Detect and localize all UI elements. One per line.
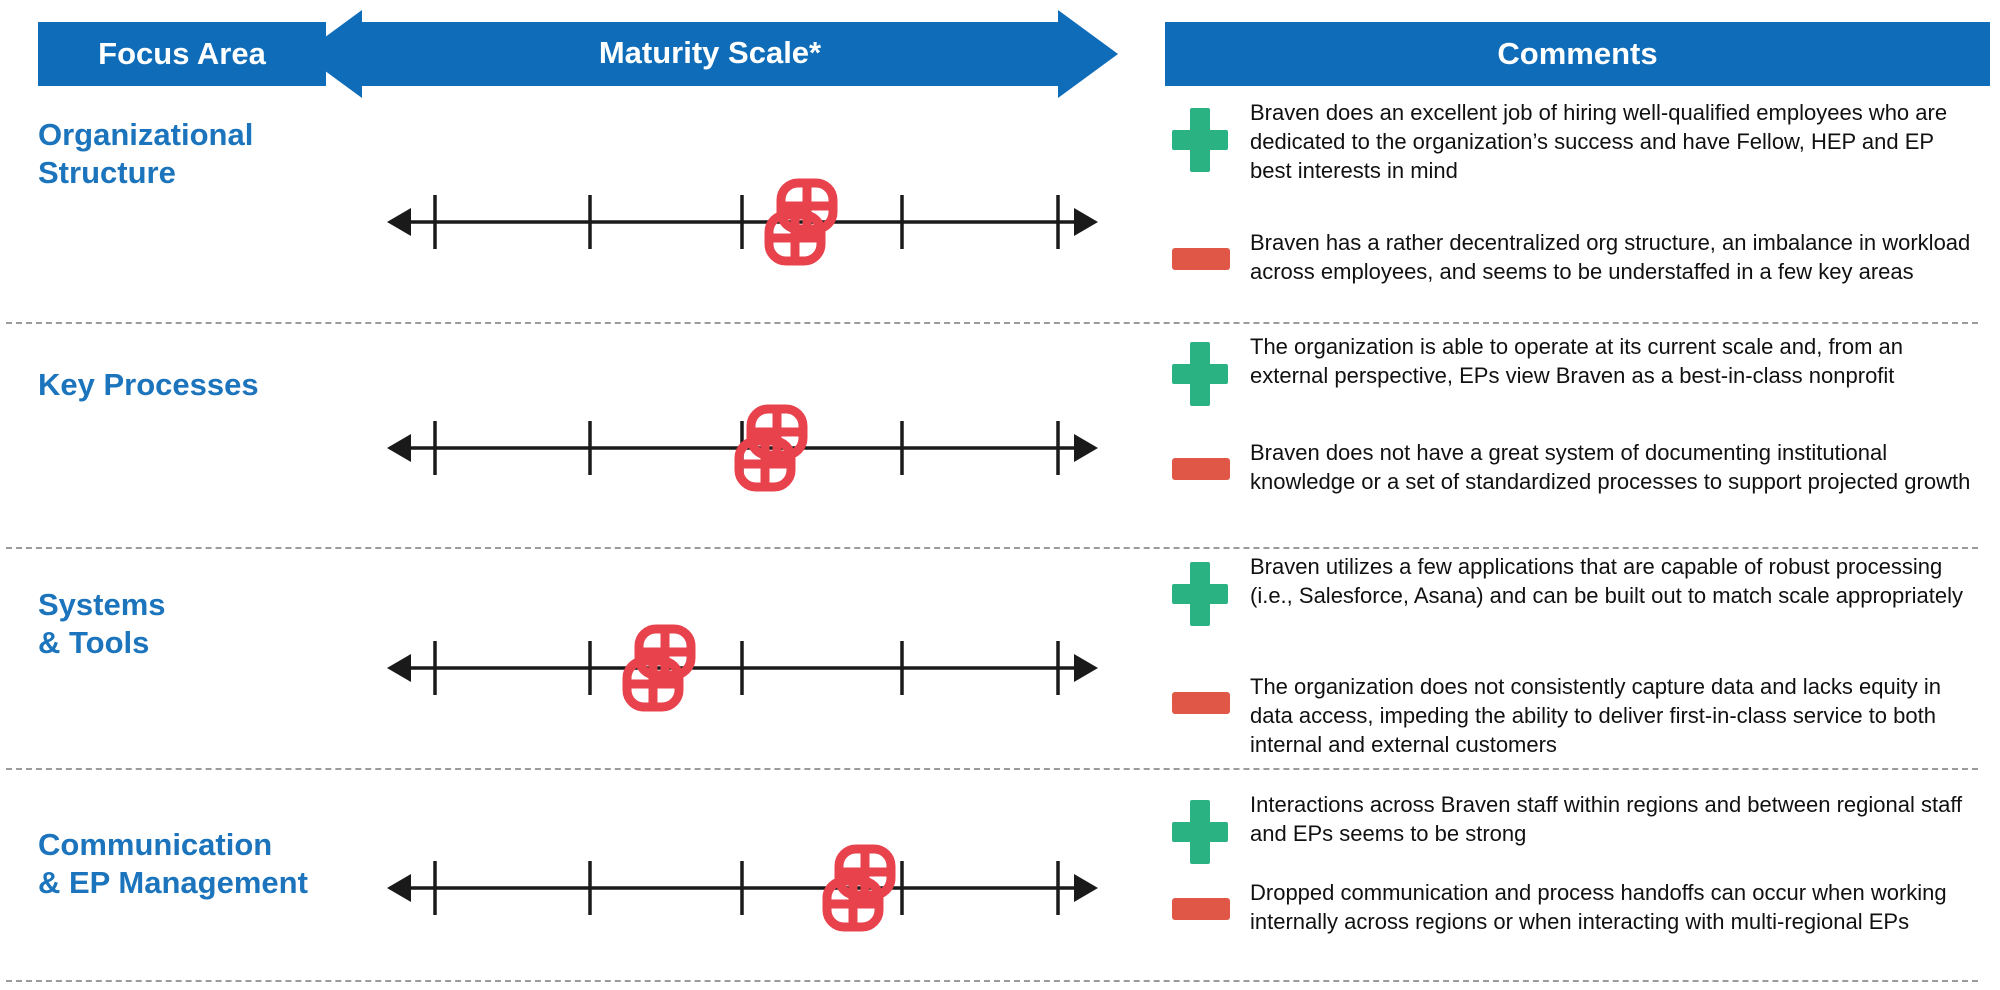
row-label-line: Structure bbox=[38, 155, 176, 190]
axis-ticks bbox=[433, 861, 1060, 915]
scale-axis-icon bbox=[387, 195, 1098, 249]
comment-text: Braven utilizes a few applications that … bbox=[1250, 554, 1963, 608]
maturity-scale-header-label: Maturity Scale* bbox=[598, 35, 822, 70]
row-label-line: Organizational bbox=[38, 117, 254, 152]
row-separator bbox=[6, 547, 1978, 549]
plus-icon bbox=[1172, 800, 1228, 864]
comment-text: Braven does an excellent job of hiring w… bbox=[1250, 100, 1948, 183]
comment-text: The organization is able to operate at i… bbox=[1250, 334, 1904, 388]
minus-icon bbox=[1172, 692, 1230, 714]
comments-header: Comments bbox=[1165, 22, 1990, 86]
arrow-bar bbox=[358, 22, 1062, 86]
icon-cell bbox=[1172, 552, 1234, 626]
row-label-communication-ep-management: Communication & EP Management bbox=[38, 826, 348, 902]
comment-positive-row-2: The organization is able to operate at i… bbox=[1172, 332, 1982, 406]
axis-ticks bbox=[433, 195, 1060, 249]
row-label-line: Systems bbox=[38, 587, 166, 622]
double-arrow-banner-icon bbox=[302, 10, 1118, 98]
maturity-scale-header: Maturity Scale* bbox=[300, 6, 1120, 102]
icon-cell bbox=[1172, 332, 1234, 406]
minus-icon bbox=[1172, 898, 1230, 920]
arrow-right-head bbox=[1058, 10, 1118, 98]
maturity-scale-row-1 bbox=[385, 177, 1100, 267]
minus-icon bbox=[1172, 458, 1230, 480]
comment-positive-row-1: Braven does an excellent job of hiring w… bbox=[1172, 98, 1982, 185]
bottom-separator bbox=[6, 980, 1978, 982]
comment-positive-row-3: Braven utilizes a few applications that … bbox=[1172, 552, 1982, 626]
focus-area-header-label: Focus Area bbox=[98, 36, 266, 71]
maturity-marker-icon bbox=[732, 403, 808, 493]
row-label-line: & EP Management bbox=[38, 865, 308, 900]
comment-negative-row-2: Braven does not have a great system of d… bbox=[1172, 438, 1982, 496]
axis-ticks bbox=[433, 641, 1060, 695]
row-label-key-processes: Key Processes bbox=[38, 366, 348, 404]
comments-header-label: Comments bbox=[1497, 36, 1658, 71]
maturity-scale-row-2 bbox=[385, 403, 1100, 493]
comment-text: Braven does not have a great system of d… bbox=[1250, 440, 1971, 494]
comment-text: The organization does not consistently c… bbox=[1250, 674, 1941, 757]
row-label-line: Communication bbox=[38, 827, 273, 862]
comment-text: Braven has a rather decentralized org st… bbox=[1250, 230, 1971, 284]
row-label-line: Key Processes bbox=[38, 367, 259, 402]
icon-cell bbox=[1172, 878, 1234, 920]
plus-icon bbox=[1172, 562, 1228, 626]
maturity-marker-icon bbox=[820, 843, 896, 933]
row-label-organizational-structure: Organizational Structure bbox=[38, 116, 348, 192]
comment-negative-row-3: The organization does not consistently c… bbox=[1172, 672, 1982, 759]
row-separator bbox=[6, 322, 1978, 324]
maturity-marker-icon bbox=[620, 623, 696, 713]
comment-negative-row-4: Dropped communication and process handof… bbox=[1172, 878, 1982, 936]
maturity-scale-row-3 bbox=[385, 623, 1100, 713]
icon-cell bbox=[1172, 672, 1234, 714]
focus-area-header: Focus Area bbox=[38, 22, 326, 86]
maturity-marker-icon bbox=[762, 177, 838, 267]
icon-cell bbox=[1172, 98, 1234, 172]
maturity-scale-row-4 bbox=[385, 843, 1100, 933]
icon-cell bbox=[1172, 790, 1234, 864]
arrow-left-head bbox=[302, 10, 362, 98]
comment-text: Interactions across Braven staff within … bbox=[1250, 792, 1963, 846]
plus-icon bbox=[1172, 342, 1228, 406]
comment-text: Dropped communication and process handof… bbox=[1250, 880, 1947, 934]
row-label-line: & Tools bbox=[38, 625, 150, 660]
comment-negative-row-1: Braven has a rather decentralized org st… bbox=[1172, 228, 1982, 286]
icon-cell bbox=[1172, 228, 1234, 270]
axis-left-arrowhead bbox=[387, 208, 411, 236]
icon-cell bbox=[1172, 438, 1234, 480]
row-label-systems-tools: Systems & Tools bbox=[38, 586, 348, 662]
minus-icon bbox=[1172, 248, 1230, 270]
comment-positive-row-4: Interactions across Braven staff within … bbox=[1172, 790, 1982, 864]
scale-axis-icon bbox=[387, 861, 1098, 915]
row-separator bbox=[6, 768, 1978, 770]
axis-right-arrowhead bbox=[1074, 208, 1098, 236]
scale-axis-icon bbox=[387, 641, 1098, 695]
plus-icon bbox=[1172, 108, 1228, 172]
